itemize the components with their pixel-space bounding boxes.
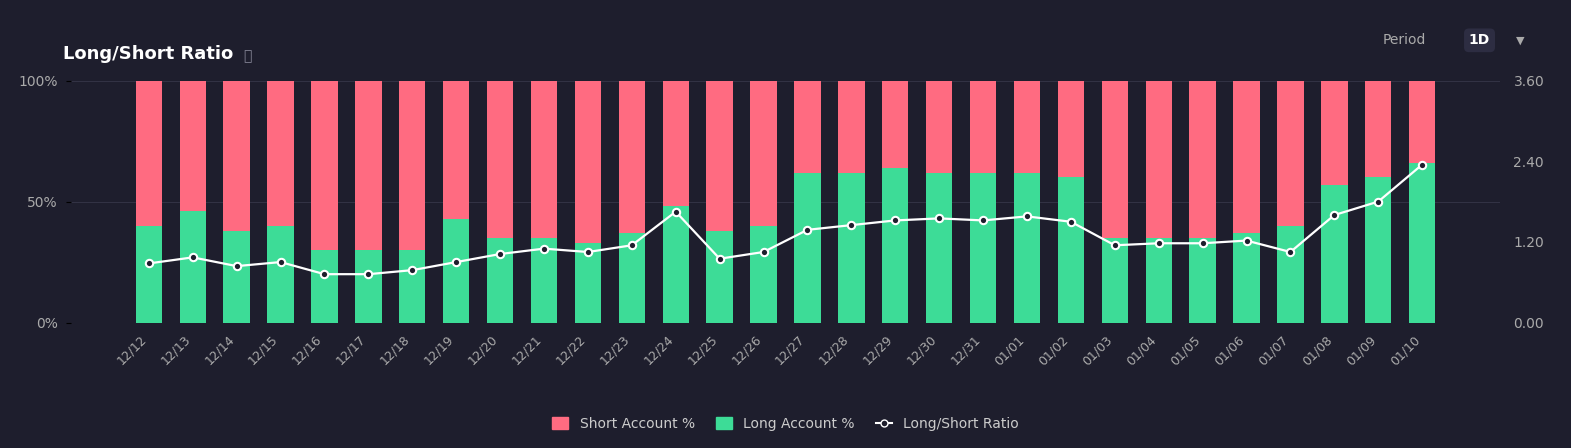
Bar [487,81,514,238]
Point [883,217,908,224]
Text: ⓘ: ⓘ [244,49,251,63]
Point [1103,242,1128,249]
Bar [575,81,602,243]
Bar [1189,238,1216,323]
Point [1233,237,1258,244]
Bar [1013,172,1040,323]
Bar [1233,233,1260,323]
Text: Period: Period [1382,33,1426,47]
Point [355,271,380,278]
Bar [399,81,426,250]
Bar [839,172,864,323]
Point [927,215,952,222]
Point [1365,198,1390,205]
Point [1277,248,1302,255]
Bar [179,211,206,323]
Bar [179,81,206,211]
Bar [1321,185,1348,323]
Bar [839,81,864,172]
Bar [399,250,426,323]
Bar [1233,81,1260,233]
Bar [443,81,470,219]
Bar [355,250,382,323]
Bar [881,81,908,168]
Point [225,263,250,270]
Bar [531,238,558,323]
Bar [223,231,250,323]
Bar [1321,81,1348,185]
Bar [1145,238,1172,323]
Bar [619,81,646,233]
Bar [1277,81,1304,226]
Bar [795,81,820,172]
Point [399,267,424,274]
Bar [1057,81,1084,177]
Bar [531,81,558,238]
Point [269,258,294,266]
Point [839,221,864,228]
Bar [267,226,294,323]
Point [137,260,162,267]
Bar [267,81,294,226]
Bar [707,81,732,231]
Point [313,271,338,278]
Bar [487,238,514,323]
Point [663,208,688,215]
Bar [1057,177,1084,323]
Point [619,242,644,249]
Point [1321,211,1346,219]
Bar [311,250,338,323]
Point [575,248,600,255]
Text: Long/Short Ratio: Long/Short Ratio [63,45,233,63]
Bar [135,81,162,226]
Bar [969,172,996,323]
Bar [311,81,338,250]
Bar [1145,81,1172,238]
Bar [1365,81,1392,177]
Point [1147,240,1172,247]
Point [971,217,996,224]
Point [1059,218,1084,225]
Bar [925,81,952,172]
Bar [751,226,776,323]
Bar [1409,163,1436,323]
Text: 1D: 1D [1469,33,1491,47]
Point [1191,240,1216,247]
Bar [969,81,996,172]
Point [1409,161,1434,168]
Bar [663,81,690,207]
Point [1015,213,1040,220]
Bar [1101,238,1128,323]
Point [443,258,468,266]
Bar [881,168,908,323]
Point [487,250,512,258]
Point [707,255,732,262]
Bar [707,231,732,323]
Point [751,248,776,255]
Bar [925,172,952,323]
Bar [1189,81,1216,238]
Point [181,254,206,261]
Legend: Short Account %, Long Account %, Long/Short Ratio: Short Account %, Long Account %, Long/Sh… [547,411,1024,436]
Bar [1409,81,1436,163]
Bar [355,81,382,250]
Bar [619,233,646,323]
Bar [795,172,820,323]
Point [795,226,820,233]
Point [531,245,556,252]
Bar [751,81,776,226]
Bar [443,219,470,323]
Bar [1365,177,1392,323]
Bar [1013,81,1040,172]
Bar [1101,81,1128,238]
Bar [135,226,162,323]
Bar [223,81,250,231]
Bar [1277,226,1304,323]
Bar [575,243,602,323]
Text: ▼: ▼ [1516,35,1524,45]
Bar [663,207,690,323]
